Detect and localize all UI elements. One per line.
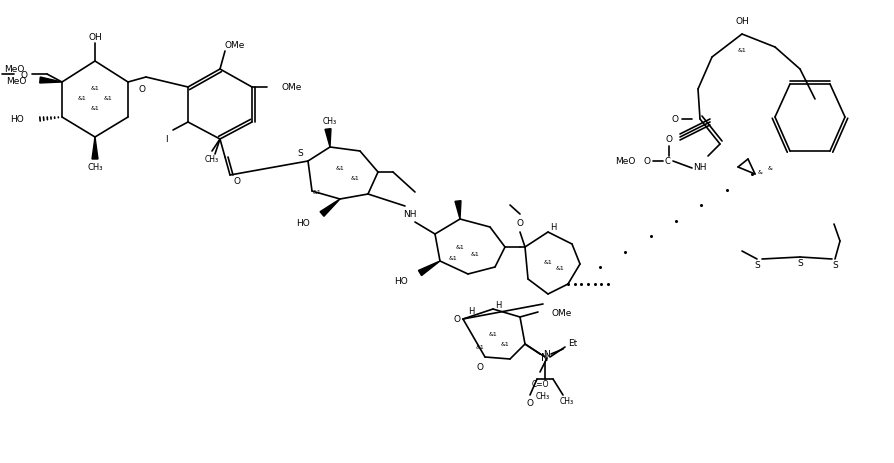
Text: O: O [453, 315, 460, 324]
Text: &: & [756, 169, 762, 174]
Polygon shape [325, 129, 331, 148]
Text: &1: &1 [488, 332, 497, 337]
Text: H: H [549, 223, 555, 232]
Text: &1: &1 [737, 47, 746, 52]
Polygon shape [418, 262, 440, 276]
Text: S: S [831, 260, 837, 269]
Text: Et: Et [568, 339, 577, 348]
Text: MeO: MeO [4, 64, 24, 73]
Text: &1: &1 [475, 345, 484, 350]
Text: &1: &1 [448, 255, 457, 260]
Text: &: & [767, 165, 772, 170]
Text: S: S [797, 258, 802, 267]
Text: HO: HO [10, 115, 24, 124]
Text: OH: OH [734, 18, 748, 26]
Text: CH₃: CH₃ [205, 155, 219, 164]
Text: &1: &1 [350, 175, 359, 180]
Text: MeO: MeO [6, 76, 27, 85]
Text: O: O [476, 363, 483, 372]
Text: NH: NH [403, 210, 417, 219]
Text: HO: HO [394, 277, 408, 286]
Text: &1: &1 [455, 245, 464, 250]
Text: O: O [643, 157, 650, 166]
Text: NH: NH [693, 162, 706, 171]
Text: N: N [541, 352, 548, 362]
Text: &1: &1 [78, 95, 87, 100]
Text: OMe: OMe [552, 308, 572, 317]
Text: I: I [164, 134, 167, 143]
Text: C: C [663, 157, 670, 166]
Text: HO: HO [296, 219, 309, 228]
Text: N: N [543, 350, 550, 359]
Text: CH₃: CH₃ [536, 392, 550, 400]
Text: O: O [516, 219, 523, 228]
Text: MeO: MeO [614, 157, 635, 166]
Text: &1: &1 [335, 165, 344, 170]
Text: &1: &1 [90, 105, 99, 110]
Polygon shape [454, 201, 460, 219]
Text: O: O [21, 70, 28, 79]
Text: O: O [665, 135, 671, 144]
Text: CH₃: CH₃ [87, 163, 103, 172]
Text: S: S [297, 149, 302, 158]
Text: O: O [233, 177, 240, 186]
Text: O: O [670, 115, 678, 124]
Polygon shape [320, 200, 340, 217]
Text: OH: OH [88, 33, 102, 43]
Polygon shape [92, 138, 97, 160]
Text: &1: &1 [470, 252, 479, 257]
Polygon shape [39, 78, 62, 84]
Text: &1: &1 [104, 95, 113, 100]
Text: OMe: OMe [282, 83, 302, 92]
Text: H: H [468, 307, 474, 316]
Text: CH₃: CH₃ [560, 397, 573, 406]
Text: O: O [526, 399, 533, 407]
Text: C=O: C=O [531, 380, 548, 388]
Text: &1: &1 [312, 189, 321, 194]
Text: &1: &1 [500, 342, 509, 347]
Text: S: S [754, 260, 759, 269]
Text: CH₃: CH₃ [323, 117, 337, 126]
Text: H: H [494, 300, 501, 309]
Text: &1: &1 [555, 265, 564, 270]
Text: &1: &1 [543, 259, 552, 264]
Text: O: O [139, 84, 146, 94]
Text: OMe: OMe [224, 41, 245, 50]
Text: &1: &1 [90, 85, 99, 90]
